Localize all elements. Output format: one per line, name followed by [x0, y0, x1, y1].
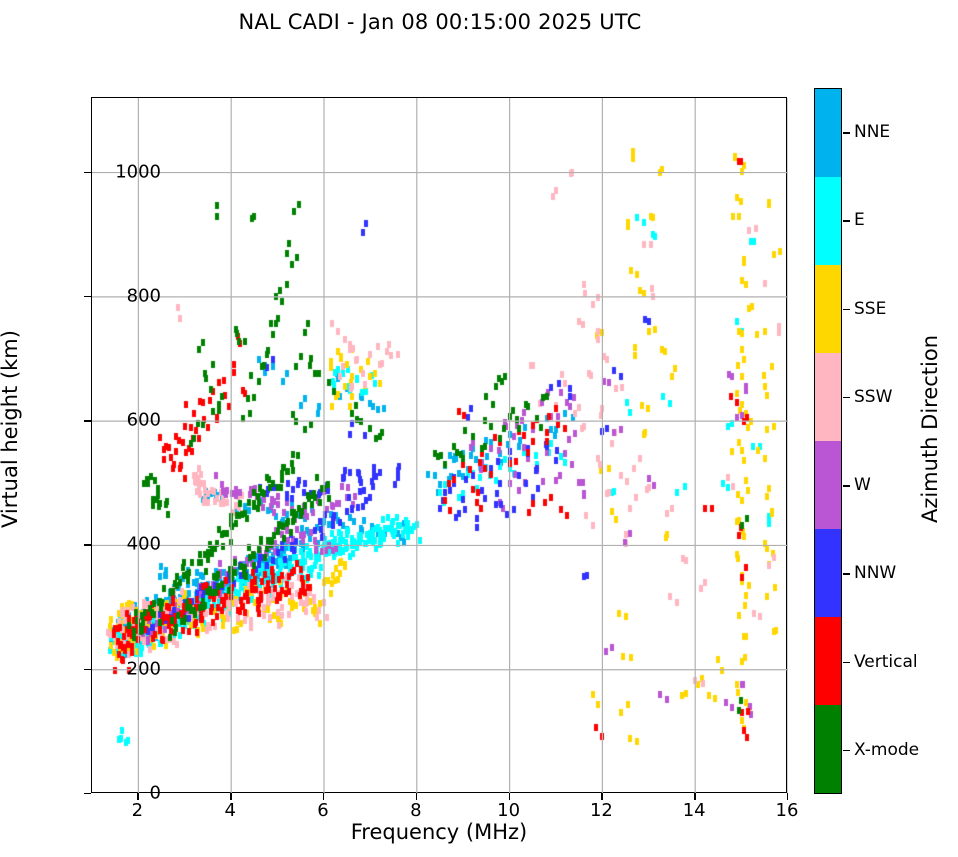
x-tick-label: 16 — [775, 800, 799, 821]
colorbar-segment-w — [815, 441, 841, 529]
colorbar-tick-mark — [843, 220, 850, 222]
page-title: NAL CADI - Jan 08 00:15:00 2025 UTC — [238, 10, 642, 34]
x-tick-mark — [508, 793, 510, 800]
y-tick-label: 200 — [126, 658, 161, 680]
x-axis-label: Frequency (MHz) — [350, 820, 528, 844]
y-axis-label: Virtual height (km) — [0, 329, 22, 528]
y-tick-mark — [84, 295, 91, 298]
colorbar-tick-mark — [843, 308, 850, 311]
y-tick-label: 0 — [149, 782, 161, 804]
y-tick-mark — [84, 171, 91, 173]
colorbar-tick-mark — [843, 485, 850, 487]
x-tick-label: 4 — [224, 800, 236, 821]
colorbar-tick-mark — [843, 749, 850, 752]
x-tick-mark — [694, 793, 696, 800]
x-tick-mark — [415, 793, 418, 800]
y-tick-label: 1000 — [115, 161, 161, 183]
colorbar-segment-nnw — [815, 529, 841, 617]
colorbar-tick-mark — [843, 661, 850, 664]
x-tick-mark — [230, 793, 232, 800]
ionogram-plot — [91, 97, 788, 794]
colorbar-segment-sse — [815, 265, 841, 353]
colorbar-tick-mark — [843, 573, 850, 575]
x-tick-label: 12 — [589, 800, 613, 821]
colorbar-label-nne: NNE — [854, 122, 891, 143]
plot-canvas — [92, 98, 786, 792]
colorbar-label-x-mode: X-mode — [854, 739, 920, 760]
colorbar-label-ssw: SSW — [854, 386, 893, 407]
x-tick-mark — [787, 793, 789, 800]
y-tick-label: 600 — [126, 409, 161, 431]
x-tick-label: 6 — [317, 800, 329, 821]
colorbar-tick-mark — [843, 132, 850, 134]
colorbar-label-vertical: Vertical — [854, 651, 918, 672]
colorbar-label-w: W — [854, 475, 871, 496]
scatter-canvas — [92, 98, 786, 792]
y-tick-mark — [84, 793, 91, 795]
x-tick-label: 2 — [131, 800, 144, 821]
x-tick-mark — [601, 793, 603, 800]
colorbar-segment-vertical — [815, 617, 841, 705]
colorbar-label-nnw: NNW — [854, 563, 897, 584]
y-tick-mark — [84, 420, 91, 422]
colorbar-tick-mark — [843, 396, 850, 399]
y-tick-mark — [84, 668, 91, 671]
y-tick-mark — [84, 544, 91, 546]
colorbar-label: Azimuth Direction — [918, 334, 942, 523]
x-tick-mark — [323, 793, 325, 800]
colorbar-segment-ssw — [815, 353, 841, 441]
colorbar-label-e: E — [854, 210, 865, 231]
colorbar-label-sse: SSE — [854, 298, 887, 319]
colorbar-segment-nne — [815, 89, 841, 177]
colorbar-segment-x-mode — [815, 705, 841, 793]
y-tick-label: 800 — [126, 285, 161, 307]
colorbar — [814, 88, 842, 794]
y-tick-label: 400 — [126, 533, 161, 555]
x-tick-mark — [137, 793, 139, 800]
x-tick-label: 8 — [410, 800, 422, 821]
colorbar-segment-e — [815, 177, 841, 265]
x-tick-label: 10 — [497, 800, 521, 821]
x-tick-label: 14 — [682, 800, 706, 821]
